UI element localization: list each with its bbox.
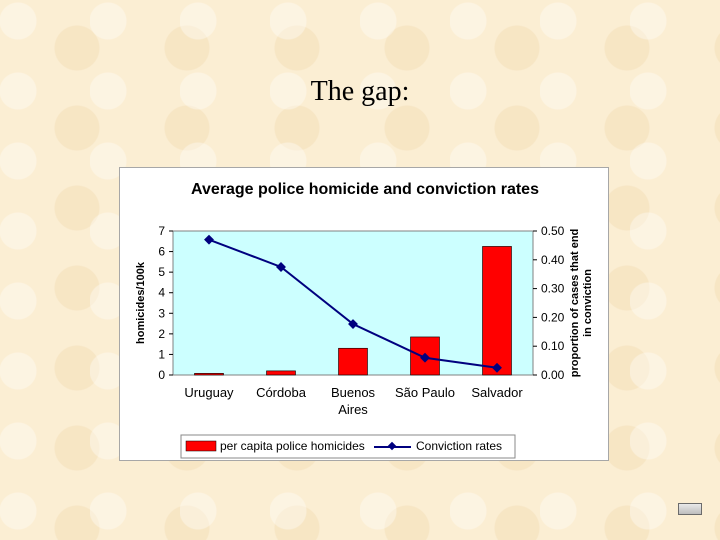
left-tick-label: 3 [158,306,165,320]
x-axis-labels: Uruguay Córdoba Buenos Aires São Paulo Salvad… [184,385,523,417]
left-tick-label: 2 [158,327,165,341]
chart-title: Average police homicide and conviction r… [191,181,539,198]
x-tick-label: Buenos Aires [331,385,376,417]
y-right-label-line: in conviction [582,269,594,337]
x-tick-label: Salvador [471,385,523,400]
right-tick-label: 0.20 [541,310,565,324]
x-tick-label: Uruguay [184,385,234,400]
y-right-label: proportion of cases that end in convictio… [569,229,594,378]
y-left-label: homicides/100k [135,261,147,344]
legend-bar-swatch [185,440,217,452]
x-tick-label: São Paulo [395,385,455,400]
slide-title: The gap: [310,76,410,107]
legend-line-marker [387,441,397,451]
conviction-point [348,319,358,329]
bar [338,347,368,376]
y-right-label-line: proportion of cases that end [569,229,581,378]
left-tick-label: 7 [158,224,165,238]
right-tick-label: 0.30 [541,282,565,296]
left-tick-label: 1 [158,347,165,361]
x-tick-label: Córdoba [256,385,307,400]
bar [482,246,512,376]
right-tick-label: 0.50 [541,224,565,238]
left-axis: 0 1 2 3 4 5 6 7 [158,224,173,382]
legend-box [180,434,516,459]
left-tick-label: 6 [158,245,165,259]
bars [194,246,512,376]
left-tick-label: 5 [158,265,165,279]
legend-bar-label: per capita police homicides [220,439,365,453]
chart-svg: Average police homicide and conviction r… [135,181,594,459]
slide-nav-button[interactable] [678,503,702,515]
chart-frame: Average police homicide and conviction r… [119,167,609,461]
left-tick-label: 4 [158,286,165,300]
legend: per capita police homicides Conviction r… [180,434,516,459]
right-tick-label: 0.00 [541,368,565,382]
bar [266,370,296,376]
conviction-point [492,362,502,373]
left-tick-label: 0 [158,368,165,382]
right-tick-label: 0.40 [541,253,565,267]
conviction-point [204,234,214,245]
legend-line-label: Conviction rates [416,439,502,453]
right-tick-label: 0.10 [541,339,565,353]
bar [194,373,224,376]
right-axis: 0.00 0.10 0.20 0.30 0.40 0.50 [533,224,565,382]
